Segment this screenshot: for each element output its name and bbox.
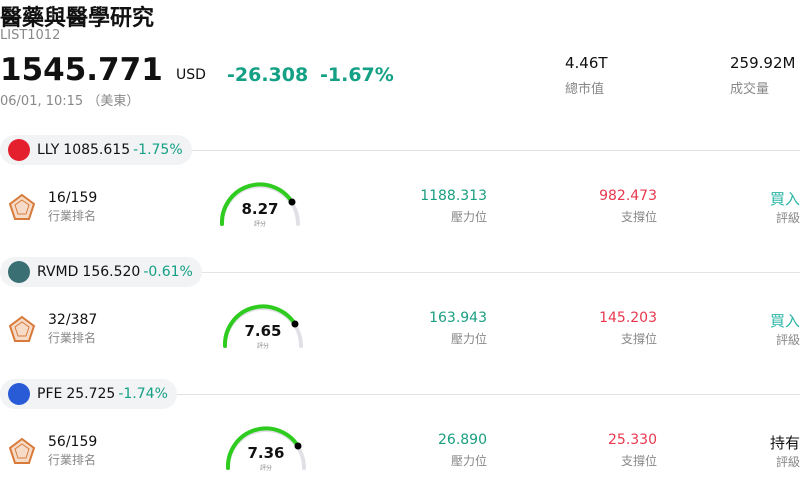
- rank-label: 行業排名: [48, 453, 97, 467]
- support-label: 支撐位: [620, 454, 657, 468]
- score-gauge: [219, 182, 300, 226]
- stock-change: -1.74%: [118, 386, 168, 402]
- rank: 56/159: [48, 434, 98, 450]
- radar-icon: [8, 315, 36, 342]
- rating-label: 評級: [775, 211, 800, 225]
- score: 7.65: [244, 322, 282, 340]
- stock-price: 156.520: [82, 264, 141, 280]
- change-pct: -1.67%: [320, 64, 394, 86]
- stock-price: 1085.615: [63, 142, 131, 158]
- resistance-label: 壓力位: [450, 332, 487, 346]
- rating: 買入: [769, 312, 800, 330]
- score-label: 評分: [253, 221, 266, 228]
- resistance-label: 壓力位: [450, 210, 487, 224]
- rank-label: 行業排名: [48, 209, 97, 223]
- stat-value: 4.46T: [565, 54, 608, 72]
- symbol: RVMD: [37, 264, 79, 280]
- resistance: 26.890: [438, 432, 487, 448]
- score-gauge: [225, 426, 306, 470]
- rating-label: 評級: [775, 333, 800, 347]
- score: 7.36: [247, 444, 285, 462]
- stock-icon: [8, 139, 30, 161]
- rank: 32/387: [48, 312, 98, 328]
- resistance: 1188.313: [420, 188, 487, 204]
- radar-icon: [8, 437, 36, 464]
- stock-change: -1.75%: [133, 142, 183, 158]
- rating-label: 評級: [775, 455, 800, 469]
- code: LIST1012: [0, 28, 61, 43]
- score-label: 評分: [259, 465, 272, 472]
- stock-pill[interactable]: LLY 1085.615 -1.75%: [0, 135, 192, 165]
- stock-icon: [8, 261, 30, 283]
- rank: 16/159: [48, 190, 98, 206]
- stock-pill[interactable]: RVMD 156.520 -0.61%: [0, 257, 202, 287]
- stock-change: -0.61%: [143, 264, 193, 280]
- resistance-label: 壓力位: [450, 454, 487, 468]
- radar-icon: [8, 193, 36, 220]
- change: -26.308: [227, 64, 309, 86]
- support: 25.330: [608, 432, 657, 448]
- score-gauge: [222, 304, 303, 348]
- stat-value: 259.92M: [730, 54, 796, 72]
- stock-icon: [8, 383, 30, 405]
- stock-price: 25.725: [66, 386, 116, 402]
- price: 1545.771: [0, 52, 163, 88]
- divider: [0, 150, 800, 151]
- support: 145.203: [599, 310, 657, 326]
- title: 醫藥與醫學研究: [0, 6, 155, 31]
- stat-label: 總市值: [565, 82, 605, 97]
- stat-label: 成交量: [730, 82, 770, 97]
- symbol: LLY: [37, 142, 60, 158]
- stock-pill[interactable]: PFE 25.725 -1.74%: [0, 379, 177, 409]
- support: 982.473: [599, 188, 657, 204]
- rank-label: 行業排名: [48, 331, 97, 345]
- time: 06/01, 10:15 （美東）: [0, 94, 140, 109]
- support-label: 支撐位: [620, 332, 657, 346]
- support-label: 支撐位: [620, 210, 657, 224]
- resistance: 163.943: [429, 310, 487, 326]
- divider: [0, 394, 800, 395]
- rating: 持有: [769, 434, 800, 452]
- currency: USD: [176, 67, 206, 83]
- divider: [0, 272, 800, 273]
- score-label: 評分: [256, 343, 269, 350]
- rating: 買入: [769, 190, 800, 208]
- score: 8.27: [241, 200, 279, 218]
- symbol: PFE: [37, 386, 63, 402]
